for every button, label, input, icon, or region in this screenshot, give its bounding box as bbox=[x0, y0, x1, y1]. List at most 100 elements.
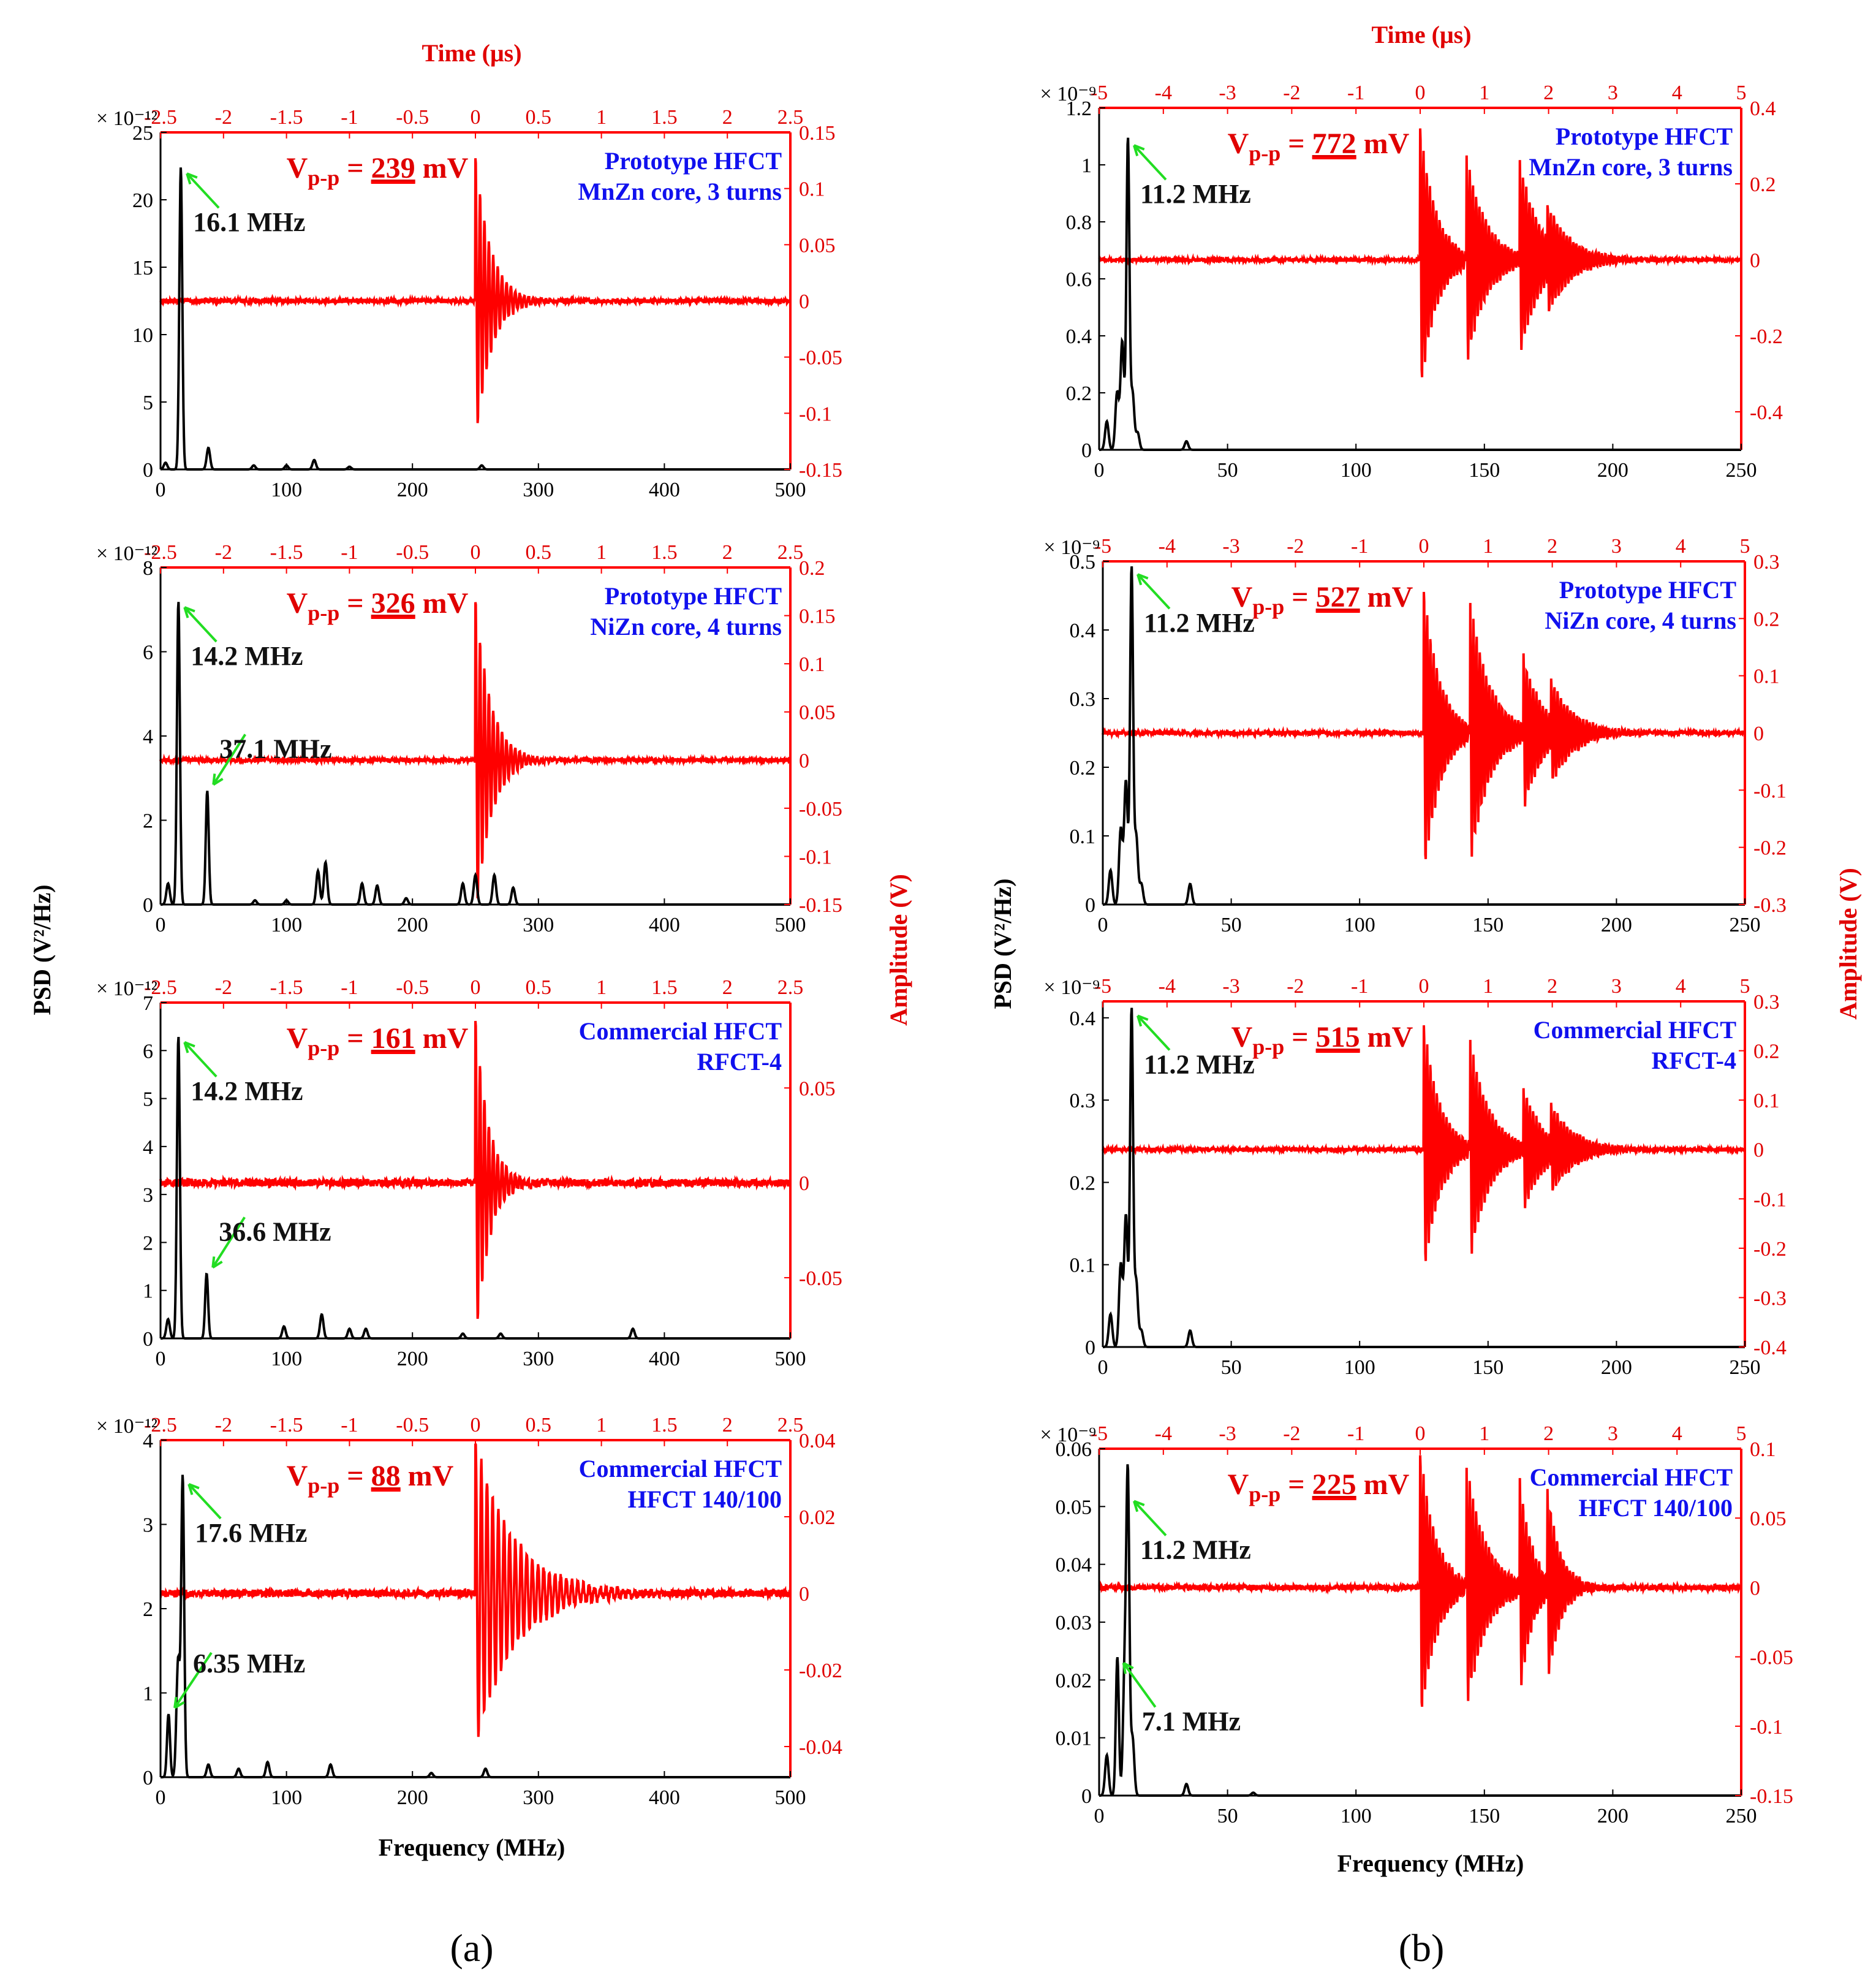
sensor-desc-a3-1: RFCT-4 bbox=[697, 1048, 782, 1076]
x2-tick-label-a3: -1.5 bbox=[270, 976, 303, 999]
peak-arrowhead-a1-0 bbox=[186, 172, 198, 184]
signal-series-b1 bbox=[1098, 128, 1742, 377]
psd-axis-title-b: PSD (V²/Hz) bbox=[989, 878, 1016, 1009]
y2-tick-label-b4: -0.15 bbox=[1750, 1785, 1793, 1808]
y2-tick-label-a4: -0.04 bbox=[799, 1736, 842, 1759]
vpp-label-b3: Vp-p = 515 mV bbox=[1231, 1021, 1413, 1059]
y2-tick-label-a4: 0 bbox=[799, 1583, 809, 1606]
x-tick-label-b2: 150 bbox=[1472, 914, 1503, 936]
y2-tick-label-a2: -0.15 bbox=[799, 894, 842, 917]
y-tick-label-a4: 3 bbox=[143, 1514, 153, 1537]
y-tick-label-b3: 0 bbox=[1085, 1337, 1095, 1359]
y2-tick-label-b3: -0.4 bbox=[1753, 1337, 1787, 1359]
x-tick-label-b3: 100 bbox=[1344, 1356, 1375, 1379]
y2-tick-label-b4: -0.05 bbox=[1750, 1647, 1793, 1669]
x2-tick-label-b4: 1 bbox=[1479, 1422, 1489, 1445]
x2-tick-label-a2: -1 bbox=[341, 541, 358, 564]
x2-tick-label-b2: 3 bbox=[1611, 535, 1622, 558]
y2-tick-label-a4: 0.04 bbox=[799, 1430, 836, 1452]
amp-axis-title-b: Amplitude (V) bbox=[1834, 868, 1862, 1020]
y-tick-label-b3: 0.4 bbox=[1070, 1007, 1096, 1030]
x2-tick-label-a1: -0.5 bbox=[396, 106, 429, 129]
vpp-eq-b3: = bbox=[1284, 1021, 1315, 1053]
x2-tick-label-a3: -1 bbox=[341, 976, 358, 999]
x2-tick-label-a4: -2 bbox=[215, 1414, 232, 1436]
peak-arrowhead-a4-0 bbox=[187, 1483, 200, 1495]
peak-arrow-a2-0 bbox=[183, 606, 217, 643]
x2-tick-label-b4: 5 bbox=[1736, 1422, 1747, 1445]
x2-tick-label-b1: -1 bbox=[1347, 82, 1364, 104]
x-tick-label-a2: 400 bbox=[649, 914, 680, 936]
x2-tick-label-a3: 1.5 bbox=[651, 976, 678, 999]
y-tick-label-b3: 0.2 bbox=[1070, 1172, 1096, 1194]
x2-tick-label-a2: -2.5 bbox=[144, 541, 177, 564]
x-tick-label-a3: 200 bbox=[397, 1348, 428, 1370]
y2-tick-label-a4: 0.02 bbox=[799, 1506, 836, 1529]
vpp-eq-a1: = bbox=[339, 152, 371, 184]
y2-tick-label-b2: 0.3 bbox=[1753, 551, 1780, 574]
x2-tick-label-b3: -1 bbox=[1351, 975, 1368, 998]
y2-tick-label-b2: -0.1 bbox=[1753, 780, 1787, 802]
x-tick-label-b1: 200 bbox=[1597, 459, 1628, 482]
x2-tick-label-b3: 0 bbox=[1419, 975, 1429, 998]
y-tick-label-a3: 5 bbox=[143, 1088, 153, 1111]
y2-tick-label-b1: -0.4 bbox=[1750, 401, 1783, 424]
peak-label-a2-0: 14.2 MHz bbox=[191, 641, 303, 671]
y-tick-label-b2: 0.2 bbox=[1070, 757, 1096, 780]
x2-tick-label-b2: 4 bbox=[1676, 535, 1686, 558]
y-tick-label-a4: 2 bbox=[143, 1598, 153, 1621]
x-tick-label-b4: 0 bbox=[1094, 1805, 1105, 1827]
x2-tick-label-b1: 3 bbox=[1608, 82, 1618, 104]
peak-arrow-b3-0 bbox=[1137, 1015, 1171, 1051]
x-tick-label-b2: 200 bbox=[1601, 914, 1632, 936]
peak-label-b2-0: 11.2 MHz bbox=[1144, 608, 1255, 638]
x2-tick-label-a4: 1.5 bbox=[651, 1414, 678, 1436]
x2-tick-label-b2: -3 bbox=[1222, 535, 1239, 558]
vpp-label-a1: Vp-p = 239 mV bbox=[287, 152, 469, 190]
chart-b4: 0 50 100 150 200 25000.010.020.030.040.050.06… bbox=[1040, 1422, 1793, 1827]
y2-tick-label-b1: 0 bbox=[1750, 249, 1760, 272]
vpp-prefix-b4: V bbox=[1228, 1468, 1249, 1501]
x2-tick-label-a2: 1.5 bbox=[651, 541, 678, 564]
y-tick-label-b1: 1 bbox=[1081, 154, 1092, 177]
x2-tick-label-a4: 2 bbox=[722, 1414, 733, 1436]
y2-tick-label-a1: 0.1 bbox=[799, 178, 825, 201]
x-tick-label-b2: 250 bbox=[1730, 914, 1761, 936]
x2-tick-label-b3: 5 bbox=[1740, 975, 1750, 998]
x2-tick-label-a2: 0 bbox=[471, 541, 481, 564]
x-tick-label-b1: 100 bbox=[1341, 459, 1372, 482]
vpp-eq-a3: = bbox=[339, 1022, 371, 1055]
sensor-desc-b1-1: MnZn core, 3 turns bbox=[1529, 153, 1733, 181]
y2-tick-label-b1: 0.4 bbox=[1750, 97, 1776, 120]
vpp-sub-b3: p-p bbox=[1252, 1034, 1284, 1059]
x2-tick-label-b1: -4 bbox=[1155, 82, 1172, 104]
x2-tick-label-b2: -2 bbox=[1287, 535, 1304, 558]
vpp-unit-a2: mV bbox=[415, 587, 469, 620]
x2-tick-label-b2: 5 bbox=[1740, 535, 1750, 558]
x-tick-label-a2: 0 bbox=[156, 914, 166, 936]
x-tick-label-a4: 300 bbox=[523, 1786, 554, 1809]
x-tick-label-b2: 0 bbox=[1098, 914, 1108, 936]
y2-tick-label-b2: 0.2 bbox=[1753, 608, 1780, 631]
y-tick-label-a1: 5 bbox=[143, 392, 153, 414]
x2-tick-label-b1: 4 bbox=[1672, 82, 1682, 104]
sensor-desc-b1-0: Prototype HFCT bbox=[1556, 123, 1733, 150]
y2-tick-label-b3: 0.1 bbox=[1753, 1090, 1780, 1112]
y2-tick-label-a2: 0.1 bbox=[799, 653, 825, 676]
y-multiplier-a1: × 10⁻¹² bbox=[96, 107, 157, 130]
y2-tick-label-b4: -0.1 bbox=[1750, 1716, 1783, 1739]
vpp-sub-a1: p-p bbox=[308, 165, 339, 190]
y2-tick-label-a1: 0.05 bbox=[799, 234, 836, 257]
y2-tick-label-b2: 0 bbox=[1753, 723, 1764, 745]
x-tick-label-a4: 400 bbox=[649, 1786, 680, 1809]
x2-tick-label-b2: -5 bbox=[1094, 535, 1111, 558]
x2-tick-label-b1: -3 bbox=[1219, 82, 1236, 104]
y-multiplier-a2: × 10⁻¹² bbox=[96, 542, 157, 565]
y2-tick-label-b2: -0.3 bbox=[1753, 894, 1787, 917]
x-tick-label-b1: 50 bbox=[1217, 459, 1238, 482]
x-tick-label-a1: 100 bbox=[271, 479, 302, 501]
y-tick-label-b4: 0.02 bbox=[1056, 1669, 1092, 1692]
peak-label-a1-0: 16.1 MHz bbox=[193, 207, 305, 237]
x-tick-label-b1: 150 bbox=[1469, 459, 1500, 482]
